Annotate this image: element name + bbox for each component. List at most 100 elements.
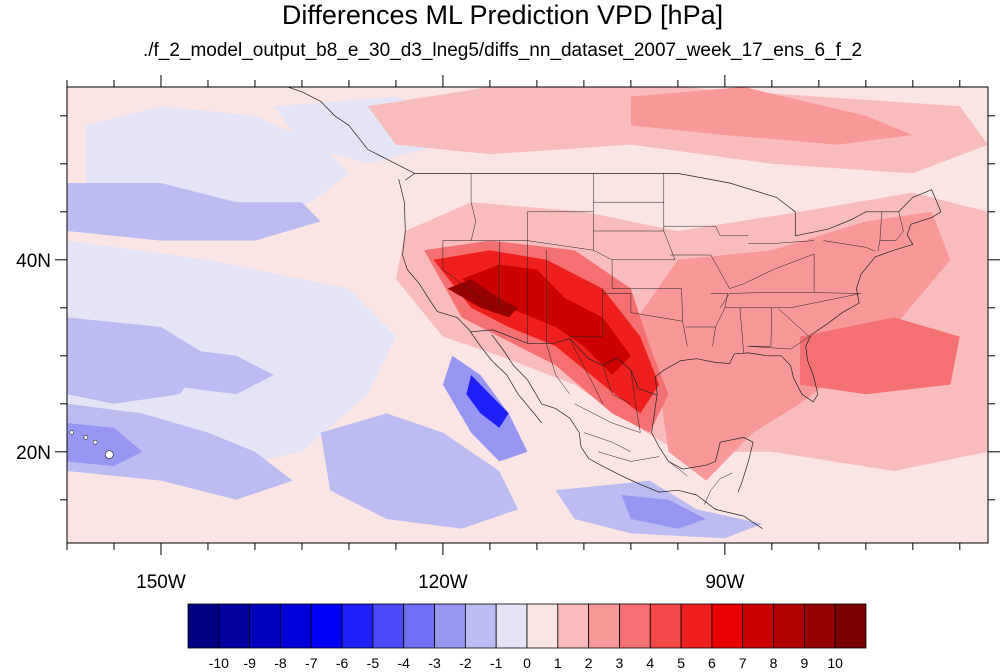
us-state-boundary-17: [710, 253, 815, 289]
colorbar-swatch: [649, 603, 682, 649]
us-state-boundary-28: [879, 211, 904, 241]
colorbar-label: 0: [523, 655, 531, 671]
hawaii-island-2: [83, 435, 89, 440]
mexico-state-boundary-1: [569, 339, 603, 404]
us-state-boundary-30: [719, 292, 800, 308]
colorbar: -10 -9 -8 -7 -6 -5 -4 -3 -2 -1 0 1 2 3 4 5 6 7 8 9 10: [187, 603, 867, 671]
hawaii-island-1: [92, 439, 98, 445]
us-state-boundary-26: [823, 240, 876, 252]
map-field-layer: [67, 87, 988, 543]
colorbar-swatch: [372, 603, 405, 649]
colorbar-swatch: [619, 603, 651, 649]
y-tick-label: 20N: [16, 443, 51, 464]
colorbar-swatch: [434, 603, 466, 649]
colorbar-label: -1: [490, 655, 503, 671]
x-tick-label: 90W: [705, 572, 744, 593]
colorbar-label: -8: [274, 655, 287, 671]
us-state-boundary-18: [663, 225, 749, 237]
colorbar-swatch: [218, 603, 251, 649]
mexico-state-boundary-2: [602, 365, 632, 405]
colorbar-label: -4: [398, 655, 411, 671]
colorbar-swatch: [403, 603, 435, 649]
mexico-state-boundary-7: [668, 461, 688, 476]
colorbar-label: 2: [585, 655, 593, 671]
colorbar-label: 10: [827, 655, 843, 671]
colorbar-swatch: [803, 603, 836, 649]
coastline-mexico-west: [491, 334, 763, 529]
colorbar-swatch: [711, 603, 744, 649]
x-tick-label: 120W: [418, 572, 468, 593]
colorbar-label: -3: [428, 655, 441, 671]
border-us-mexico: [470, 329, 658, 396]
colorbar-swatch: [834, 603, 867, 649]
map-frame: [66, 86, 989, 544]
colorbar-label: 5: [677, 655, 685, 671]
colorbar-swatch: [310, 603, 343, 649]
colorbar-label: -10: [209, 655, 229, 671]
field-region-7: [320, 413, 519, 529]
border-mexico-guatemala: [703, 472, 733, 505]
x-tick-label: 150W: [136, 572, 186, 593]
colorbar-label: 6: [708, 655, 716, 671]
coastline-canada-west: [287, 87, 416, 181]
mexico-state-boundary-3: [630, 370, 641, 433]
colorbar-swatch: [526, 603, 559, 649]
us-state-boundary-3: [442, 240, 494, 308]
page-subtitle: ./f_2_model_output_b8_e_30_d3_lneg5/diff…: [142, 40, 863, 61]
colorbar-label: 1: [554, 655, 562, 671]
colorbar-label: 8: [770, 655, 778, 671]
field-region-1: [67, 183, 321, 241]
y-tick-label: 40N: [16, 251, 51, 272]
colorbar-label: -6: [336, 655, 349, 671]
colorbar-swatch: [280, 603, 312, 649]
us-state-boundary-9: [611, 259, 682, 289]
colorbar-swatch: [341, 603, 374, 649]
field-region-14: [630, 87, 913, 145]
us-state-boundary-19: [748, 240, 815, 244]
us-state-boundary-24: [747, 308, 810, 350]
us-state-boundary-23: [799, 292, 860, 294]
border-us-canada: [414, 173, 942, 237]
colorbar-label: 7: [739, 655, 747, 671]
us-state-boundary-21: [747, 307, 773, 347]
colorbar-swatch: [588, 603, 620, 649]
field-region-11: [621, 495, 707, 529]
colorbar-swatch: [495, 603, 528, 649]
mexico-state-boundary-5: [583, 432, 632, 453]
field-region-16: [630, 211, 951, 481]
colorbar-swatch: [187, 603, 220, 649]
colorbar-label: -5: [367, 655, 380, 671]
field-region-21: [447, 279, 519, 318]
field-region-4: [161, 346, 274, 395]
colorbar-label: -2: [459, 655, 472, 671]
coastline-pacific: [398, 179, 542, 424]
colorbar-swatch: [557, 603, 590, 649]
us-state-boundary-13: [602, 293, 683, 322]
mexico-state-boundary-6: [597, 451, 660, 462]
us-state-boundary-10: [663, 173, 676, 260]
page-title: Differences ML Prediction VPD [hPa]: [281, 0, 724, 30]
colorbar-label: -7: [305, 655, 318, 671]
us-state-boundary-14: [681, 288, 688, 347]
coastline-us-east: [654, 211, 942, 403]
colorbar-label: 3: [616, 655, 624, 671]
colorbar-swatch: [773, 603, 805, 649]
mexico-state-boundary-4: [574, 403, 641, 433]
hawaii-island-3: [69, 430, 74, 435]
field-region-17: [800, 317, 960, 395]
colorbar-label: 4: [646, 655, 654, 671]
colorbar-label: -9: [243, 655, 256, 671]
field-region-5: [67, 403, 293, 500]
hawaii-island-0: [104, 450, 114, 459]
colorbar-swatch: [680, 603, 713, 649]
map-axis-ticks: 150W 120W 90W 40N 20N: [16, 75, 1000, 593]
field-region-6: [67, 423, 143, 467]
colorbar-swatch: [249, 603, 281, 649]
coastline-gulf-mexico: [651, 394, 754, 493]
colorbar-swatch: [464, 603, 497, 649]
us-state-boundary-1: [470, 173, 477, 241]
colorbar-label: 9: [800, 655, 808, 671]
us-state-boundary-8: [568, 288, 603, 337]
map-boundary-layer: [69, 87, 942, 529]
